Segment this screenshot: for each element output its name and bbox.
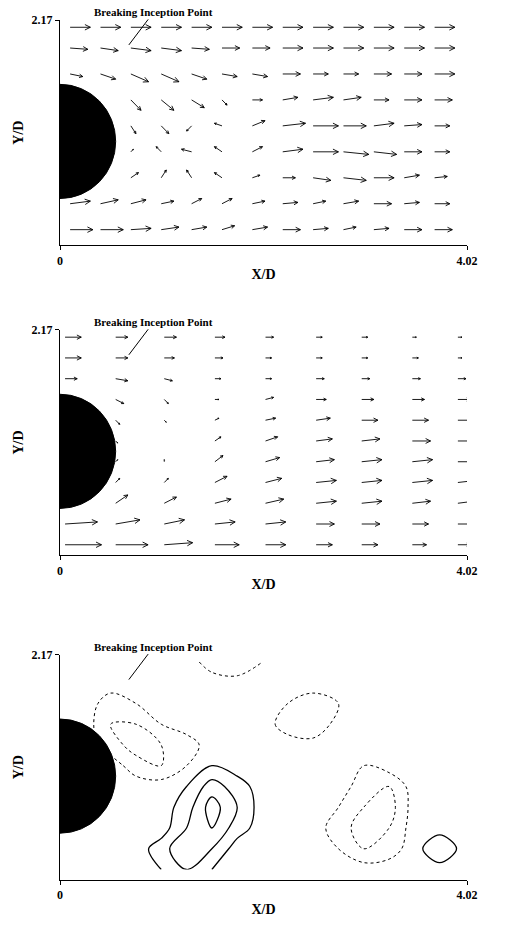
svg-text:4.02: 4.02 xyxy=(457,254,478,268)
svg-text:Y/D: Y/D xyxy=(11,430,26,454)
svg-text:Breaking Inception Point: Breaking Inception Point xyxy=(94,641,213,653)
svg-text:Breaking Inception Point: Breaking Inception Point xyxy=(94,316,213,328)
svg-text:Y/D: Y/D xyxy=(11,755,26,779)
svg-text:Y/D: Y/D xyxy=(11,121,26,145)
svg-text:2.17: 2.17 xyxy=(32,13,53,27)
svg-text:X/D: X/D xyxy=(251,267,275,282)
svg-text:4.02: 4.02 xyxy=(457,888,478,902)
svg-text:0: 0 xyxy=(57,564,63,578)
svg-text:0: 0 xyxy=(57,254,63,268)
svg-text:4.02: 4.02 xyxy=(457,564,478,578)
svg-text:0: 0 xyxy=(57,888,63,902)
svg-text:X/D: X/D xyxy=(251,577,275,592)
svg-text:X/D: X/D xyxy=(251,902,275,917)
svg-text:Breaking Inception Point: Breaking Inception Point xyxy=(94,6,213,18)
svg-text:2.17: 2.17 xyxy=(32,648,53,662)
svg-text:2.17: 2.17 xyxy=(32,323,53,337)
